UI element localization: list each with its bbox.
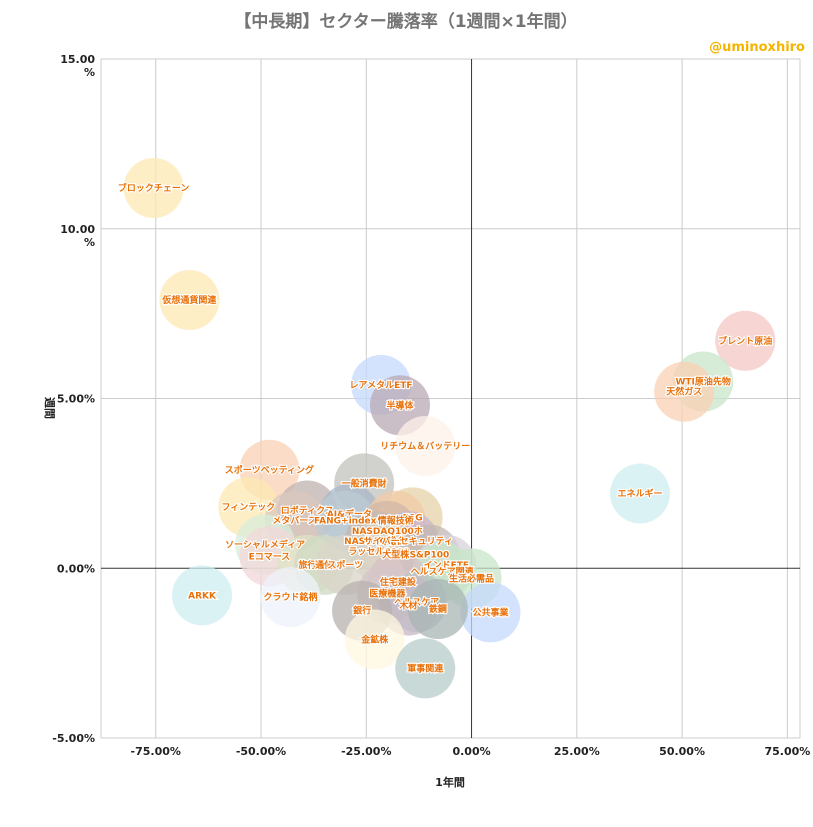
y-tick-label: 0.00% <box>57 562 95 575</box>
bubble-point <box>609 463 670 524</box>
bubble-label: ラッセル2000 <box>348 546 409 557</box>
bubble-label: 鉄鋼 <box>429 603 447 615</box>
bubble-point <box>395 416 456 477</box>
credit-label: @uminoxhiro <box>709 40 805 55</box>
bubble-label: メタバース <box>272 515 317 527</box>
bubble-point <box>159 270 220 331</box>
bubble-label: 生活必需品 <box>449 572 494 584</box>
x-tick-label: -25.00% <box>341 745 391 758</box>
bubble-label: ソーシャルメディア <box>225 538 305 550</box>
bubble-point <box>395 638 456 699</box>
bubble-label: 半導体 <box>386 399 414 411</box>
bubble-label: サイバーセキュリティ <box>364 536 453 547</box>
bubble-point <box>260 567 321 628</box>
bubble-point <box>315 534 376 595</box>
x-tick-label: 50.00% <box>659 745 705 758</box>
bubble-label: 天然ガス <box>666 386 702 398</box>
bubble-point <box>344 609 405 670</box>
bubble-label: ヘルスケア関連 <box>411 566 475 578</box>
bubble-point <box>407 578 468 639</box>
bubble-point <box>123 158 184 219</box>
y-axis-label: 週間 <box>43 397 57 419</box>
tick-labels: -5.00% 0.00% 5.00% 10.00 % 15.00 % -75.00% -50.0… <box>52 53 810 758</box>
bubble-label: 通信 <box>315 559 333 571</box>
chart-title: 【中長期】セクター騰落率（1週間×1年間） <box>234 11 577 32</box>
x-tick-label: 0.00% <box>452 745 490 758</box>
bubble-label: ブロックチェーン <box>118 182 190 194</box>
bubble-label: ESG <box>403 513 423 523</box>
bubbles <box>123 158 776 699</box>
y-tick-label: 10.00% <box>60 223 95 249</box>
bubble-label: 一般消費財 <box>342 477 387 489</box>
x-tick-label: 25.00% <box>554 745 600 758</box>
bubble-label: 情報技術 <box>377 515 414 527</box>
y-tick-label: 15.00% <box>60 53 95 79</box>
bubble-label: フィンテック <box>221 502 275 513</box>
bubble-label: スポーツベッティング <box>225 464 314 476</box>
bubble-label: S&P100 <box>410 551 450 561</box>
x-tick-label: 75.00% <box>764 745 810 758</box>
bubble-label: 大型株 <box>382 549 410 561</box>
bubble-label: リチウム＆バッテリー <box>380 441 470 452</box>
bubble-label: ロボティクス <box>281 505 334 517</box>
x-axis-label: 1年間 <box>435 775 465 789</box>
y-tick-label: -5.00% <box>52 732 95 745</box>
bubble-label: 住宅建設 <box>380 576 417 588</box>
bubble-label: 木材 <box>398 600 417 612</box>
x-tick-label: -75.00% <box>131 745 181 758</box>
y-tick-label: 5.00% <box>57 393 95 406</box>
bubble-label: エネルギー <box>617 488 662 500</box>
bubble-label: 医療機器 <box>369 588 406 600</box>
bubble-label: ヘルスケア <box>394 597 439 608</box>
bubble-label: 旅行 <box>298 559 316 571</box>
bubble-label: NASDAQ100ホ <box>352 526 423 537</box>
bubble-label: 軍事関連 <box>407 662 444 674</box>
bubble-label: Eコマース <box>249 551 291 562</box>
bubble-label: 仮想通貨関連 <box>161 294 217 306</box>
bubble-point <box>654 361 715 422</box>
bubble-point <box>715 310 776 371</box>
bubble-label: WTI原油先物 <box>675 376 730 388</box>
bubble-label: AI&データ <box>327 508 372 520</box>
bubble-label: クラウド銘柄 <box>263 591 317 603</box>
x-tick-label: -50.00% <box>236 745 286 758</box>
bubble-point <box>460 582 521 643</box>
bubble-label: 金鉱株 <box>360 634 389 646</box>
bubble-label: 公共事業 <box>472 606 509 618</box>
bubble-label: レアメタルETF <box>350 379 413 391</box>
bubble-label: NASDAQ総合 <box>344 535 406 547</box>
bubble-point <box>172 565 233 626</box>
bubble-label: 銀行 <box>353 605 371 617</box>
bubble-label: ARKK <box>188 591 217 601</box>
bubble-label: ブレント原油 <box>718 335 772 347</box>
bubble-label: FANG+index <box>314 517 377 527</box>
bubble-label: インドETF <box>424 560 469 571</box>
bubble-label: スポーツ <box>327 559 363 571</box>
